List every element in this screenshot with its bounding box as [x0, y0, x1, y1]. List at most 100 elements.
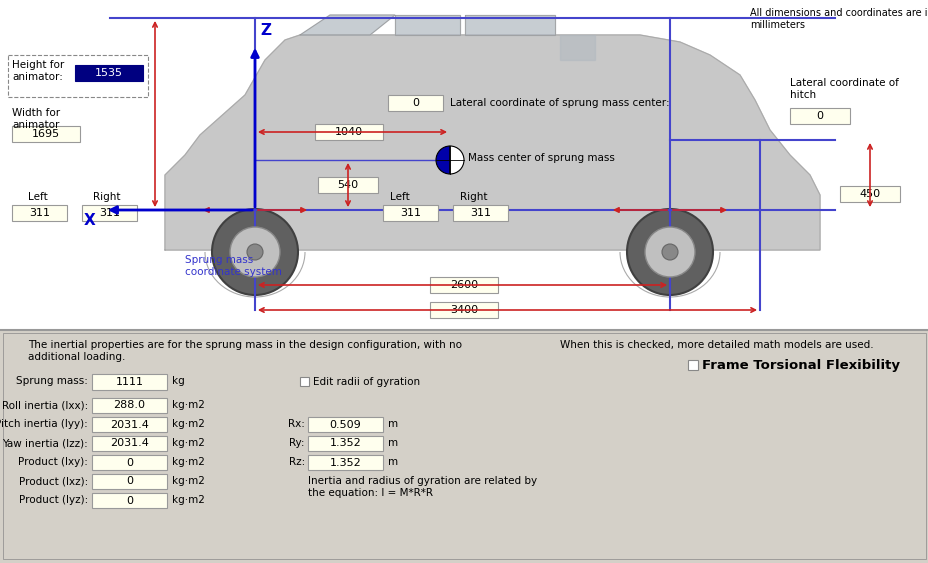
FancyBboxPatch shape [92, 455, 167, 470]
Text: Product (Iyz):: Product (Iyz): [19, 495, 88, 505]
Text: kg: kg [172, 376, 185, 386]
FancyBboxPatch shape [92, 493, 167, 508]
Text: Right: Right [459, 192, 487, 202]
Text: All dimensions and coordinates are in
millimeters: All dimensions and coordinates are in mi… [749, 8, 928, 30]
Polygon shape [165, 35, 819, 250]
Text: Sprung mass:: Sprung mass: [16, 376, 88, 386]
Circle shape [644, 227, 694, 277]
Text: kg·m2: kg·m2 [172, 457, 205, 467]
Text: kg·m2: kg·m2 [172, 438, 205, 448]
Text: Product (Ixz):: Product (Ixz): [19, 476, 88, 486]
Text: Rz:: Rz: [289, 457, 304, 467]
Text: Ry:: Ry: [290, 438, 304, 448]
Text: Height for
animator:: Height for animator: [12, 60, 64, 82]
FancyBboxPatch shape [308, 436, 382, 451]
Text: Product (Ixy):: Product (Ixy): [19, 457, 88, 467]
Text: 1695: 1695 [32, 129, 60, 139]
FancyBboxPatch shape [82, 205, 136, 221]
FancyBboxPatch shape [300, 377, 309, 386]
Text: 0: 0 [126, 495, 133, 506]
FancyBboxPatch shape [92, 474, 167, 489]
Text: 0: 0 [411, 98, 419, 108]
Text: kg·m2: kg·m2 [172, 400, 205, 410]
Text: m: m [388, 457, 398, 467]
Circle shape [626, 209, 712, 295]
Text: kg·m2: kg·m2 [172, 476, 205, 486]
Circle shape [247, 244, 263, 260]
Text: 0: 0 [816, 111, 822, 121]
Circle shape [212, 209, 298, 295]
Text: X: X [84, 213, 95, 228]
FancyBboxPatch shape [688, 360, 697, 370]
Text: Right: Right [93, 192, 121, 202]
Text: kg·m2: kg·m2 [172, 419, 205, 429]
Text: 3400: 3400 [449, 305, 478, 315]
Wedge shape [449, 146, 463, 174]
Text: kg·m2: kg·m2 [172, 495, 205, 505]
Text: Pitch inertia (Iyy):: Pitch inertia (Iyy): [0, 419, 88, 429]
Text: 0: 0 [126, 458, 133, 467]
FancyBboxPatch shape [388, 95, 443, 111]
FancyBboxPatch shape [317, 177, 378, 193]
Text: Rx:: Rx: [288, 419, 304, 429]
FancyBboxPatch shape [308, 455, 382, 470]
Text: Mass center of sprung mass: Mass center of sprung mass [468, 153, 614, 163]
FancyBboxPatch shape [315, 124, 382, 140]
Text: 1040: 1040 [335, 127, 363, 137]
FancyBboxPatch shape [92, 436, 167, 451]
FancyBboxPatch shape [453, 205, 508, 221]
Text: 311: 311 [400, 208, 420, 218]
FancyBboxPatch shape [75, 65, 143, 81]
FancyBboxPatch shape [839, 186, 899, 202]
Wedge shape [435, 146, 449, 174]
Text: 311: 311 [470, 208, 491, 218]
FancyBboxPatch shape [12, 205, 67, 221]
Polygon shape [560, 35, 594, 60]
FancyBboxPatch shape [789, 108, 849, 124]
Text: 1.352: 1.352 [329, 458, 361, 467]
Text: Roll inertia (Ixx):: Roll inertia (Ixx): [2, 400, 88, 410]
Text: 0: 0 [126, 476, 133, 486]
Text: 0.509: 0.509 [329, 419, 361, 430]
Circle shape [662, 244, 677, 260]
Text: 288.0: 288.0 [113, 400, 146, 410]
Text: 311: 311 [99, 208, 120, 218]
Text: Edit radii of gyration: Edit radii of gyration [313, 377, 419, 387]
Text: Width for
animator: Width for animator [12, 108, 60, 129]
Text: 540: 540 [337, 180, 358, 190]
Text: m: m [388, 438, 398, 448]
Polygon shape [300, 15, 394, 35]
Text: Frame Torsional Flexibility: Frame Torsional Flexibility [702, 359, 899, 372]
FancyBboxPatch shape [382, 205, 437, 221]
Text: Sprung mass
coordinate system: Sprung mass coordinate system [185, 255, 281, 276]
FancyBboxPatch shape [3, 333, 925, 559]
Bar [0, 330, 928, 563]
FancyBboxPatch shape [92, 398, 167, 413]
Text: Left: Left [390, 192, 409, 202]
Circle shape [230, 227, 279, 277]
FancyBboxPatch shape [12, 126, 80, 142]
Polygon shape [465, 15, 554, 35]
Text: m: m [388, 419, 398, 429]
FancyBboxPatch shape [308, 417, 382, 432]
Text: 2031.4: 2031.4 [110, 419, 148, 430]
Text: 2600: 2600 [449, 280, 478, 290]
FancyBboxPatch shape [92, 417, 167, 432]
Text: 1535: 1535 [95, 68, 122, 78]
Text: 2031.4: 2031.4 [110, 439, 148, 449]
Text: Yaw inertia (Izz):: Yaw inertia (Izz): [2, 438, 88, 448]
FancyBboxPatch shape [430, 302, 497, 318]
Text: Lateral coordinate of
hitch: Lateral coordinate of hitch [789, 78, 898, 100]
Polygon shape [394, 15, 459, 35]
Bar [0, 0, 928, 330]
Text: 311: 311 [29, 208, 50, 218]
Text: 450: 450 [858, 189, 880, 199]
Text: Inertia and radius of gyration are related by
the equation: I = M*R*R: Inertia and radius of gyration are relat… [308, 476, 536, 498]
Text: Z: Z [260, 23, 271, 38]
FancyBboxPatch shape [430, 277, 497, 293]
Text: When this is checked, more detailed math models are used.: When this is checked, more detailed math… [560, 340, 872, 350]
Text: Lateral coordinate of sprung mass center:: Lateral coordinate of sprung mass center… [449, 98, 669, 108]
FancyBboxPatch shape [92, 374, 167, 390]
Text: Left: Left [28, 192, 47, 202]
Text: 1.352: 1.352 [329, 439, 361, 449]
